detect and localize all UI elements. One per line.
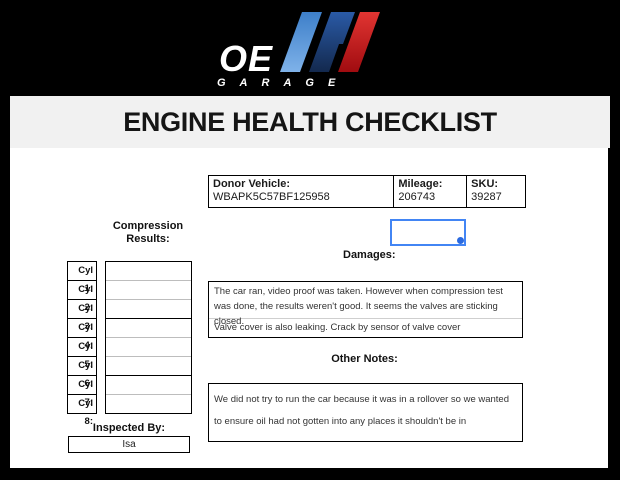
checklist-sheet: Donor Vehicle: WBAPK5C57BF125958 Mileage… <box>10 148 608 468</box>
mileage-value: 206743 <box>398 191 436 203</box>
other-notes-heading: Other Notes: <box>331 353 398 365</box>
cyl-2-value-cell[interactable] <box>106 280 191 299</box>
cyl-6-value-cell[interactable] <box>106 356 191 375</box>
damages-entry: Valve cover is also leaking. Crack by se… <box>209 318 522 337</box>
mileage-cell[interactable]: Mileage: 206743 <box>393 176 466 207</box>
damages-box[interactable]: The car ran, video proof was taken. Howe… <box>208 281 523 338</box>
mileage-label: Mileage: <box>398 178 443 190</box>
sku-value: 39287 <box>471 191 502 203</box>
title-band: ENGINE HEALTH CHECKLIST <box>10 96 610 148</box>
cyl-8-value-cell[interactable] <box>106 394 191 413</box>
selection-fill-handle[interactable] <box>457 237 464 244</box>
damages-entry: The car ran, video proof was taken. Howe… <box>214 286 503 327</box>
cyl-4-label: Cyl 4: <box>68 318 96 351</box>
cyl-5-value-cell[interactable] <box>106 337 191 356</box>
selected-cell[interactable] <box>390 219 466 246</box>
cyl-5-label: Cyl 5: <box>68 337 96 370</box>
cyl-4-value-cell[interactable] <box>106 318 191 337</box>
inspected-by-value-cell[interactable]: Isa <box>68 436 190 453</box>
cyl-7-value-cell[interactable] <box>106 375 191 394</box>
cylinder-value-column <box>105 261 192 414</box>
cyl-6-label: Cyl 6: <box>68 356 96 389</box>
vehicle-info-table: Donor Vehicle: WBAPK5C57BF125958 Mileage… <box>208 175 526 208</box>
donor-vehicle-value: WBAPK5C57BF125958 <box>213 191 330 203</box>
cyl-3-value-cell[interactable] <box>106 299 191 318</box>
cyl-3-label: Cyl 3: <box>68 299 96 332</box>
other-notes-box[interactable]: We did not try to run the car because it… <box>208 383 523 442</box>
logo-stripe-red <box>338 12 380 72</box>
sku-label: SKU: <box>471 178 499 190</box>
brand-logo: OE GARAGE <box>207 4 385 92</box>
logo-brand-text: OE <box>219 38 273 79</box>
oe-garage-logo-icon: OE GARAGE <box>217 12 380 89</box>
inspected-by-heading: Inspected By: <box>92 422 166 434</box>
cyl-7-label: Cyl 7: <box>68 375 96 408</box>
cyl-1-label: Cyl 1: <box>78 265 93 294</box>
sku-cell[interactable]: SKU: 39287 <box>466 176 525 207</box>
cyl-8-label: Cyl 8: <box>68 394 96 427</box>
logo-subtitle-text: GARAGE <box>217 77 349 89</box>
cylinder-label-column: Cyl 1: Cyl 2: Cyl 3: Cyl 4: Cyl 5: Cyl 6… <box>67 261 97 427</box>
compression-results-heading: Compression Results: <box>112 220 184 245</box>
damages-heading: Damages: <box>343 249 396 261</box>
donor-vehicle-label: Donor Vehicle: <box>213 178 291 190</box>
logo-stripe-lightblue <box>280 12 322 72</box>
other-notes-text: We did not try to run the car because it… <box>214 394 510 427</box>
page-title: ENGINE HEALTH CHECKLIST <box>123 106 497 137</box>
logo-stripe-navy <box>309 12 355 72</box>
cyl-1-value-cell[interactable] <box>106 262 191 280</box>
donor-vehicle-cell[interactable]: Donor Vehicle: WBAPK5C57BF125958 <box>209 176 393 207</box>
cyl-2-label: Cyl 2: <box>68 280 96 313</box>
